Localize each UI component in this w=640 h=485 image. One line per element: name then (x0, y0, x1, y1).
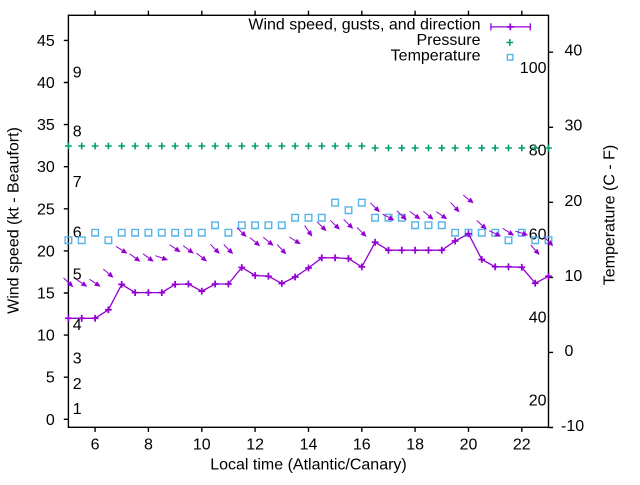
svg-text:0: 0 (46, 412, 55, 429)
svg-text:Pressure: Pressure (416, 32, 480, 49)
svg-text:-10: -10 (561, 418, 584, 435)
svg-text:12: 12 (246, 437, 264, 454)
svg-text:80: 80 (529, 143, 547, 160)
svg-text:20: 20 (529, 393, 547, 410)
svg-text:6: 6 (73, 224, 82, 241)
svg-text:8: 8 (73, 123, 82, 140)
svg-text:10: 10 (37, 328, 55, 345)
svg-text:15: 15 (37, 286, 55, 303)
svg-text:Temperature: Temperature (391, 47, 481, 64)
svg-text:45: 45 (37, 33, 55, 50)
svg-text:10: 10 (565, 268, 583, 285)
svg-text:Wind speed, gusts, and directi: Wind speed, gusts, and direction (248, 17, 480, 34)
svg-text:8: 8 (144, 437, 153, 454)
svg-text:2: 2 (73, 376, 82, 393)
svg-text:22: 22 (513, 437, 531, 454)
svg-text:Local time (Atlantic/Canary): Local time (Atlantic/Canary) (210, 457, 407, 474)
svg-text:Wind speed (kt - Beaufort): Wind speed (kt - Beaufort) (6, 127, 23, 314)
svg-text:20: 20 (565, 193, 583, 210)
svg-text:25: 25 (37, 201, 55, 218)
svg-text:16: 16 (353, 437, 371, 454)
svg-text:6: 6 (91, 437, 100, 454)
svg-text:14: 14 (300, 437, 318, 454)
svg-text:0: 0 (565, 343, 574, 360)
svg-text:35: 35 (37, 117, 55, 134)
svg-text:4: 4 (73, 317, 82, 334)
svg-text:9: 9 (73, 64, 82, 81)
svg-text:40: 40 (529, 309, 547, 326)
svg-text:40: 40 (37, 75, 55, 92)
svg-text:Temperature (C - F): Temperature (C - F) (602, 145, 619, 285)
svg-text:1: 1 (73, 401, 82, 418)
svg-text:5: 5 (73, 266, 82, 283)
svg-text:60: 60 (529, 226, 547, 243)
svg-text:100: 100 (520, 60, 547, 77)
svg-text:40: 40 (565, 43, 583, 60)
svg-text:20: 20 (460, 437, 478, 454)
svg-text:3: 3 (73, 351, 82, 368)
svg-text:5: 5 (46, 370, 55, 387)
svg-text:30: 30 (565, 118, 583, 135)
svg-text:20: 20 (37, 243, 55, 260)
svg-text:7: 7 (73, 174, 82, 191)
svg-text:18: 18 (406, 437, 424, 454)
svg-text:30: 30 (37, 159, 55, 176)
svg-text:10: 10 (193, 437, 211, 454)
